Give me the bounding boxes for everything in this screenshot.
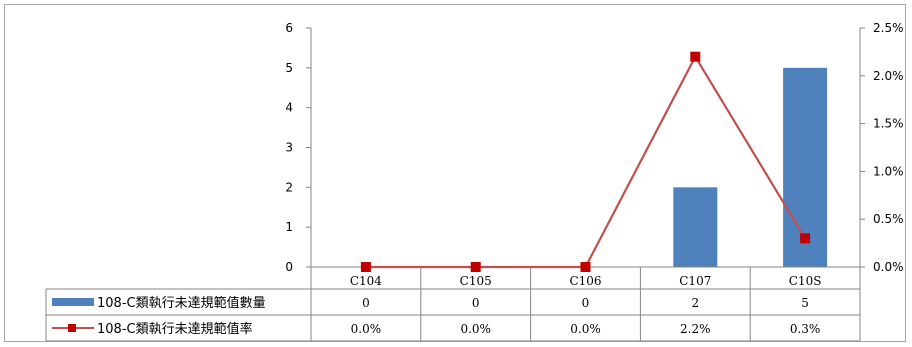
right-tick-label: 0.5% <box>873 212 904 226</box>
right-tick-label: 2.0% <box>873 69 904 83</box>
table-cell-rate: 0.0% <box>351 322 382 336</box>
rate-marker-c106 <box>580 262 591 272</box>
rate-marker-c105 <box>470 262 481 272</box>
left-tick-label: 0 <box>285 260 293 274</box>
left-tick-label: 3 <box>285 141 293 155</box>
left-tick-label: 1 <box>285 220 293 234</box>
legend-bar-swatch <box>52 298 94 306</box>
right-tick-label: 0.0% <box>873 260 904 274</box>
left-tick-label: 4 <box>285 101 293 115</box>
legend-bar-label: 108-C類執行未達規範值數量 <box>97 295 266 311</box>
chart-frame <box>4 4 906 342</box>
table-cell-rate: 0.0% <box>460 322 491 336</box>
table-cell-count: 0 <box>362 296 370 310</box>
bar-c107 <box>673 187 718 267</box>
category-label: C104 <box>350 274 382 288</box>
rate-marker-c107 <box>690 51 701 62</box>
rate-marker-c104 <box>360 262 371 272</box>
legend-line-label: 108-C類執行未達規範值率 <box>97 321 253 337</box>
table-cell-count: 0 <box>472 296 480 310</box>
table-cell-count: 2 <box>691 296 699 310</box>
rate-line <box>365 54 807 269</box>
right-tick-label: 2.5% <box>873 21 904 35</box>
category-label: C107 <box>679 274 711 288</box>
right-tick-label: 1.5% <box>873 117 904 131</box>
rate-marker-c10s <box>800 233 811 244</box>
table-cell-count: 5 <box>801 296 809 310</box>
right-tick-label: 1.0% <box>873 164 904 178</box>
category-label: C10S <box>789 274 822 288</box>
category-label: C105 <box>460 274 492 288</box>
table-cell-count: 0 <box>582 296 590 310</box>
left-tick-label: 2 <box>285 180 293 194</box>
left-tick-label: 6 <box>285 21 293 35</box>
table-cell-rate: 0.3% <box>790 322 821 336</box>
left-tick-label: 5 <box>285 61 293 75</box>
table-cell-rate: 0.0% <box>570 322 601 336</box>
category-label: C106 <box>569 274 601 288</box>
table-cell-rate: 2.2% <box>680 322 711 336</box>
legend-line-marker <box>68 324 76 332</box>
